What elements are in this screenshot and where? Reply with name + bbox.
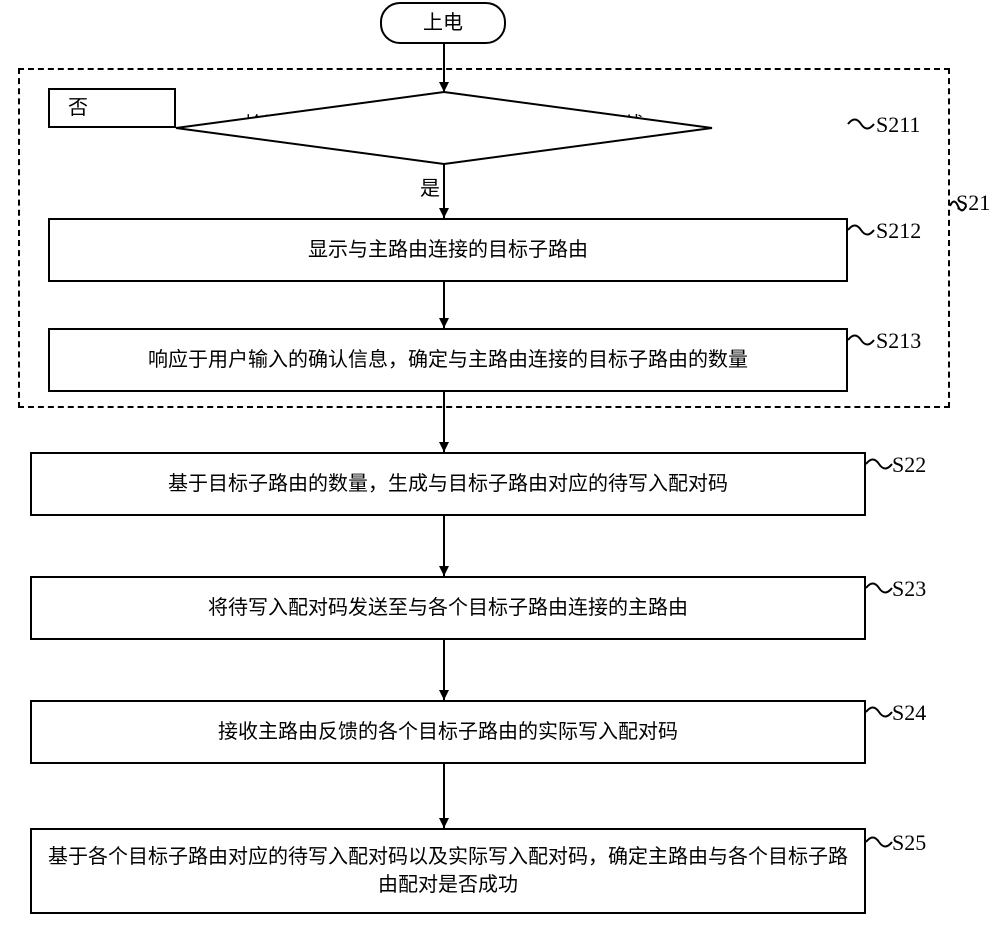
- start-node: 上电: [380, 2, 506, 44]
- step-s22-text: 基于目标子路由的数量，生成与目标子路由对应的待写入配对码: [168, 470, 728, 498]
- step-s213-text: 响应于用户输入的确认信息，确定与主路由连接的目标子路由的数量: [148, 346, 748, 374]
- label-s21: S21: [956, 190, 990, 216]
- step-s25-text: 基于各个目标子路由对应的待写入配对码以及实际写入配对码，确定主路由与各个目标子路…: [40, 843, 856, 899]
- step-s25: 基于各个目标子路由对应的待写入配对码以及实际写入配对码，确定主路由与各个目标子路…: [30, 828, 866, 914]
- label-s25: S25: [892, 830, 926, 856]
- label-s212: S212: [876, 218, 921, 244]
- step-s212: 显示与主路由连接的目标子路由: [48, 218, 848, 282]
- step-s23-text: 将待写入配对码发送至与各个目标子路由连接的主路由: [208, 594, 688, 622]
- no-branch-label: 否: [68, 94, 88, 122]
- decision-text: 检测与各个目标子路由连接的主路由是否上线: [176, 108, 712, 137]
- label-s23: S23: [892, 576, 926, 602]
- flowchart-canvas: 上电 否 显示与主路由连接的目标子路由 响应于用户输入的确认信息，确定与主路由连…: [0, 0, 1000, 951]
- step-s22: 基于目标子路由的数量，生成与目标子路由对应的待写入配对码: [30, 452, 866, 516]
- step-s23: 将待写入配对码发送至与各个目标子路由连接的主路由: [30, 576, 866, 640]
- label-s24: S24: [892, 700, 926, 726]
- step-s24: 接收主路由反馈的各个目标子路由的实际写入配对码: [30, 700, 866, 764]
- start-label: 上电: [423, 9, 463, 37]
- label-s211: S211: [876, 112, 920, 138]
- label-s22: S22: [892, 452, 926, 478]
- yes-label: 是: [420, 172, 440, 201]
- step-s24-text: 接收主路由反馈的各个目标子路由的实际写入配对码: [218, 718, 678, 746]
- step-s213: 响应于用户输入的确认信息，确定与主路由连接的目标子路由的数量: [48, 328, 848, 392]
- label-s213: S213: [876, 328, 921, 354]
- step-s212-text: 显示与主路由连接的目标子路由: [308, 236, 588, 264]
- no-branch-box: 否: [48, 88, 176, 128]
